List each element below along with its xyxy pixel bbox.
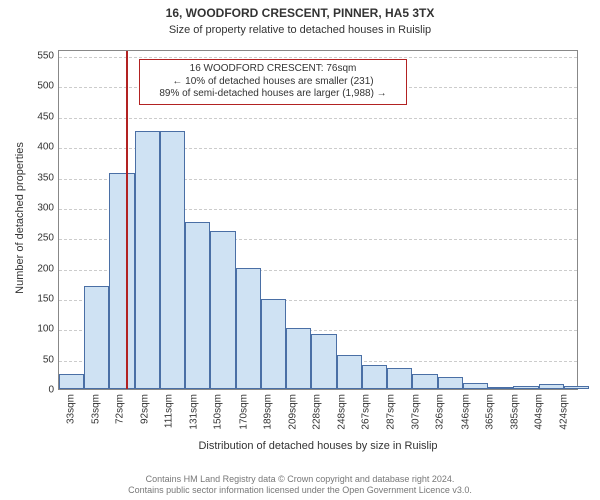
y-tick-label: 50: [26, 354, 54, 365]
histogram-bar: [539, 384, 564, 389]
x-tick-label: 228sqm: [311, 394, 322, 430]
credits: Contains HM Land Registry data © Crown c…: [0, 474, 600, 496]
y-tick-label: 500: [26, 81, 54, 92]
annotation-box: 16 WOODFORD CRESCENT: 76sqm ← 10% of det…: [139, 59, 407, 105]
credit-line2: Contains public sector information licen…: [0, 485, 600, 496]
x-tick-label: 385sqm: [509, 394, 520, 430]
reference-line: [126, 51, 128, 389]
histogram-bar: [286, 328, 311, 389]
histogram-bar: [488, 387, 513, 389]
histogram-bar: [109, 173, 134, 389]
histogram-bar: [438, 377, 463, 389]
x-tick-label: 170sqm: [238, 394, 249, 430]
histogram-bar: [463, 383, 488, 389]
x-axis-label: Distribution of detached houses by size …: [58, 440, 578, 452]
x-tick-label: 131sqm: [189, 394, 200, 430]
chart-title-line2: Size of property relative to detached ho…: [0, 24, 600, 36]
y-tick-label: 250: [26, 233, 54, 244]
x-tick-label: 72sqm: [114, 394, 125, 424]
histogram-bar: [84, 286, 109, 389]
histogram-bar: [513, 386, 538, 389]
y-tick-label: 150: [26, 293, 54, 304]
x-tick-label: 189sqm: [262, 394, 273, 430]
histogram-bar: [236, 268, 261, 389]
histogram-bar: [210, 231, 235, 389]
histogram-bar: [412, 374, 437, 389]
y-tick-label: 200: [26, 263, 54, 274]
chart-container: { "title_line1": "16, WOODFORD CRESCENT,…: [0, 0, 600, 500]
credit-line1: Contains HM Land Registry data © Crown c…: [0, 474, 600, 485]
x-tick-label: 209sqm: [287, 394, 298, 430]
y-tick-label: 400: [26, 142, 54, 153]
x-tick-label: 326sqm: [435, 394, 446, 430]
histogram-bar: [160, 131, 185, 389]
histogram-bar: [261, 299, 286, 389]
x-tick-label: 53sqm: [90, 394, 101, 424]
y-tick-label: 350: [26, 172, 54, 183]
plot-area: 16 WOODFORD CRESCENT: 76sqm ← 10% of det…: [58, 50, 578, 390]
gridline: [59, 118, 577, 119]
histogram-bar: [362, 365, 387, 389]
histogram-bar: [311, 334, 336, 389]
x-tick-label: 424sqm: [559, 394, 570, 430]
annotation-line2: ← 10% of detached houses are smaller (23…: [146, 76, 400, 89]
histogram-bar: [564, 386, 589, 389]
x-tick-label: 287sqm: [386, 394, 397, 430]
annotation-line3: 89% of semi-detached houses are larger (…: [146, 88, 400, 101]
y-tick-label: 450: [26, 111, 54, 122]
gridline: [59, 57, 577, 58]
histogram-bar: [387, 368, 412, 389]
chart-title-line1: 16, WOODFORD CRESCENT, PINNER, HA5 3TX: [0, 6, 600, 20]
x-tick-label: 365sqm: [484, 394, 495, 430]
histogram-bar: [135, 131, 160, 389]
histogram-bar: [59, 374, 84, 389]
x-tick-label: 404sqm: [533, 394, 544, 430]
y-tick-label: 100: [26, 324, 54, 335]
x-tick-label: 150sqm: [213, 394, 224, 430]
x-tick-label: 307sqm: [411, 394, 422, 430]
x-tick-label: 92sqm: [140, 394, 151, 424]
annotation-line1: 16 WOODFORD CRESCENT: 76sqm: [146, 63, 400, 76]
y-tick-label: 0: [26, 385, 54, 396]
y-tick-label: 300: [26, 202, 54, 213]
histogram-bar: [337, 355, 362, 389]
histogram-bar: [185, 222, 210, 389]
x-tick-label: 346sqm: [460, 394, 471, 430]
y-axis-label: Number of detached properties: [14, 48, 26, 388]
x-tick-label: 33sqm: [65, 394, 76, 424]
x-tick-label: 111sqm: [164, 394, 175, 428]
y-tick-label: 550: [26, 51, 54, 62]
x-tick-label: 248sqm: [336, 394, 347, 430]
x-tick-label: 267sqm: [360, 394, 371, 430]
